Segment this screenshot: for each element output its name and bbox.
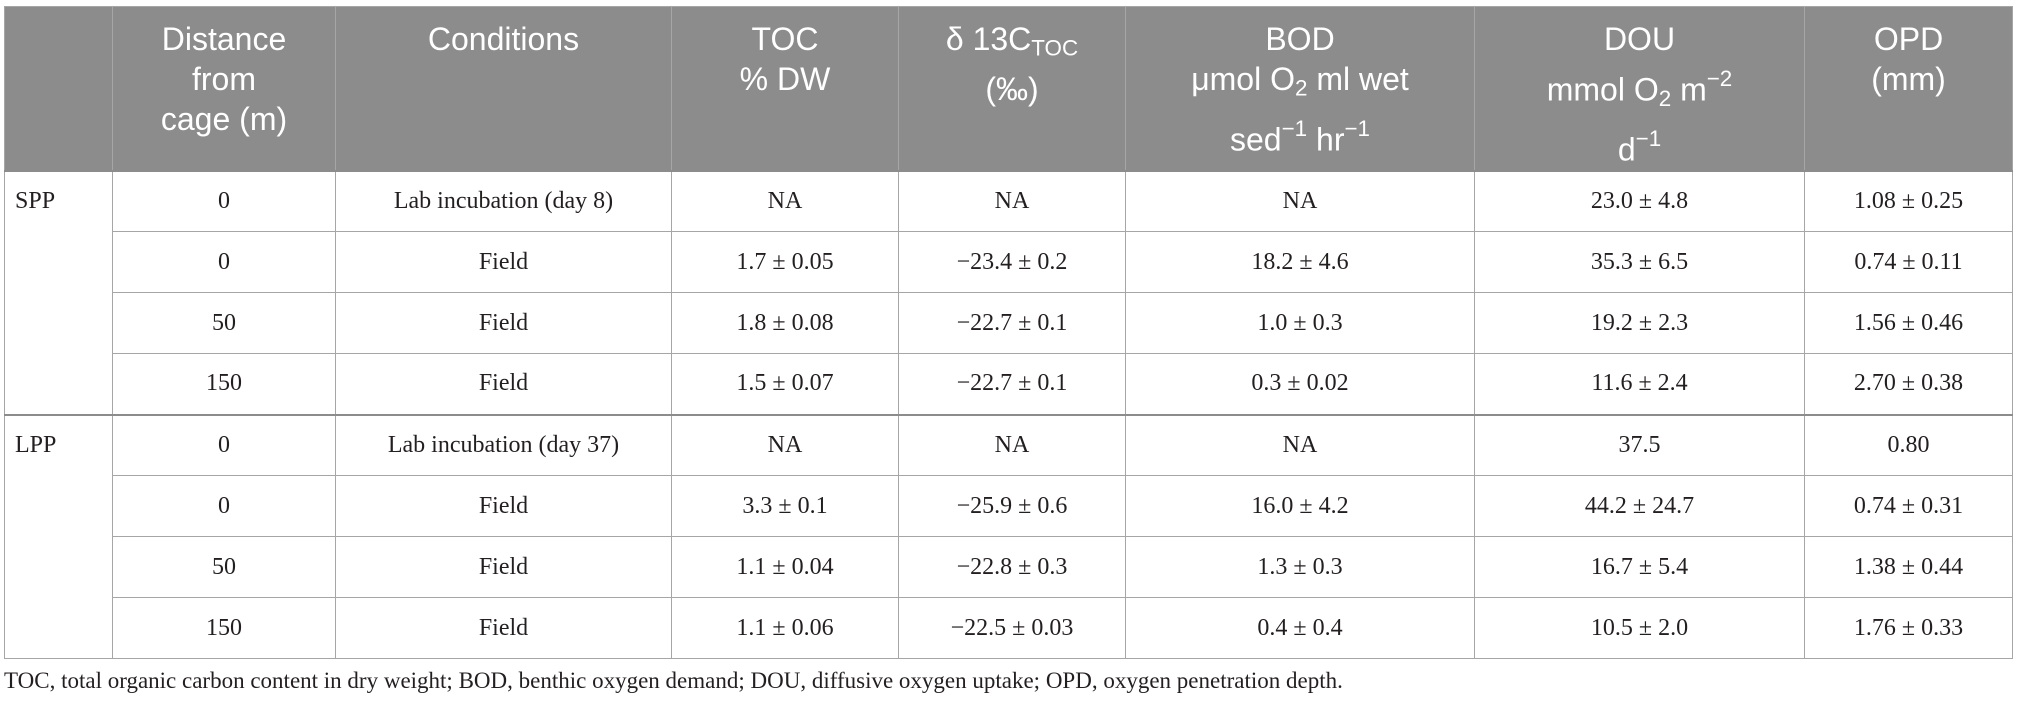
bod-cell: 1.0 ± 0.3 bbox=[1125, 292, 1475, 355]
toc-cell: 3.3 ± 0.1 bbox=[671, 475, 899, 538]
toc-cell: 1.1 ± 0.04 bbox=[671, 536, 899, 599]
opd-cell: 0.80 bbox=[1804, 413, 2013, 477]
table-row: SPP 0 Lab incubation (day 8) NA NA NA 23.0 ± 4… bbox=[4, 169, 2013, 416]
distance-cell: 150 bbox=[112, 353, 336, 416]
distance-cell: 150 bbox=[112, 597, 336, 660]
table-row: 50 Field 1.1 ± 0.04 −22.8 ± 0.3 1.3 ± 0.3 16.… bbox=[5, 536, 2013, 599]
opd-header: OPD (mm) bbox=[1804, 5, 2013, 172]
dou-cell: 23.0 ± 4.8 bbox=[1474, 169, 1805, 233]
toc-cell: 1.8 ± 0.08 bbox=[671, 292, 899, 355]
dou-cell: 44.2 ± 24.7 bbox=[1474, 475, 1805, 538]
opd-cell: 2.70 ± 0.38 bbox=[1804, 353, 2013, 416]
conditions-cell: Lab incubation (day 8) bbox=[335, 169, 672, 233]
bod-cell: 0.3 ± 0.02 bbox=[1125, 353, 1475, 416]
d13c-cell: −22.7 ± 0.1 bbox=[898, 353, 1126, 416]
distance-cell: 50 bbox=[112, 536, 336, 599]
toc-header: TOC% DW bbox=[671, 5, 899, 172]
table-footnote: TOC, total organic carbon content in dry… bbox=[4, 668, 1343, 693]
table-row: 50 Field 1.8 ± 0.08 −22.7 ± 0.1 1.0 ± 0.3 19.… bbox=[5, 292, 2013, 355]
bod-cell: NA bbox=[1125, 169, 1475, 233]
conditions-cell: Field bbox=[335, 231, 672, 294]
bod-cell: 18.2 ± 4.6 bbox=[1125, 231, 1475, 294]
conditions-cell: Field bbox=[335, 475, 672, 538]
table-row: 0 Field 1.7 ± 0.05 −23.4 ± 0.2 18.2 ± 4.6 35.… bbox=[5, 231, 2013, 294]
group-header bbox=[4, 5, 113, 172]
dou-cell: 10.5 ± 2.0 bbox=[1474, 597, 1805, 660]
group-label: SPP bbox=[4, 169, 113, 416]
group-label: LPP bbox=[4, 413, 113, 660]
dou-cell: 35.3 ± 6.5 bbox=[1474, 231, 1805, 294]
dou-cell: 37.5 bbox=[1474, 413, 1805, 477]
data-table-container: Distance from cage (m) Conditions TOC% DW δ 1… bbox=[4, 5, 2013, 660]
dou-header: DOU mmol O2 m−2 d−1 bbox=[1474, 5, 1805, 172]
bod-cell: 1.3 ± 0.3 bbox=[1125, 536, 1475, 599]
bod-cell: NA bbox=[1125, 413, 1475, 477]
d13c-cell: −25.9 ± 0.6 bbox=[898, 475, 1126, 538]
conditions-cell: Field bbox=[335, 353, 672, 416]
dou-cell: 11.6 ± 2.4 bbox=[1474, 353, 1805, 416]
d13c-cell: −22.5 ± 0.03 bbox=[898, 597, 1126, 660]
d13c-cell: −22.8 ± 0.3 bbox=[898, 536, 1126, 599]
toc-cell: 1.1 ± 0.06 bbox=[671, 597, 899, 660]
table-row: 0 Field 3.3 ± 0.1 −25.9 ± 0.6 16.0 ± 4.2 44.2… bbox=[5, 475, 2013, 538]
dou-cell: 16.7 ± 5.4 bbox=[1474, 536, 1805, 599]
table-row: 150 Field 1.1 ± 0.06 −22.5 ± 0.03 0.4 ± 0.4 1… bbox=[5, 597, 2013, 660]
conditions-cell: Field bbox=[335, 536, 672, 599]
dou-cell: 19.2 ± 2.3 bbox=[1474, 292, 1805, 355]
conditions-cell: Field bbox=[335, 597, 672, 660]
table-row: LPP 0 Lab incubation (day 37) NA NA NA 37.5 0.8… bbox=[4, 413, 2013, 660]
conditions-cell: Lab incubation (day 37) bbox=[335, 413, 672, 477]
data-table: Distance from cage (m) Conditions TOC% DW δ 1… bbox=[4, 5, 2013, 660]
conditions-cell: Field bbox=[335, 292, 672, 355]
distance-cell: 50 bbox=[112, 292, 336, 355]
bod-cell: 16.0 ± 4.2 bbox=[1125, 475, 1475, 538]
header-row: Distance from cage (m) Conditions TOC% DW δ 1… bbox=[4, 5, 2013, 172]
distance-cell: 0 bbox=[112, 169, 336, 233]
d13c-cell: NA bbox=[898, 169, 1126, 233]
opd-cell: 0.74 ± 0.11 bbox=[1804, 231, 2013, 294]
opd-cell: 1.08 ± 0.25 bbox=[1804, 169, 2013, 233]
distance-cell: 0 bbox=[112, 231, 336, 294]
bod-header: BOD μmol O2 ml wet sed−1 hr−1 bbox=[1125, 5, 1475, 172]
distance-header: Distance from cage (m) bbox=[112, 5, 336, 172]
toc-cell: NA bbox=[671, 413, 899, 477]
toc-cell: 1.7 ± 0.05 bbox=[671, 231, 899, 294]
toc-cell: NA bbox=[671, 169, 899, 233]
distance-cell: 0 bbox=[112, 475, 336, 538]
opd-cell: 1.56 ± 0.46 bbox=[1804, 292, 2013, 355]
table-header: Distance from cage (m) Conditions TOC% DW δ 1… bbox=[4, 5, 2013, 172]
d13c-cell: −22.7 ± 0.1 bbox=[898, 292, 1126, 355]
d13c-cell: NA bbox=[898, 413, 1126, 477]
d13c-cell: −23.4 ± 0.2 bbox=[898, 231, 1126, 294]
table-row: 150 Field 1.5 ± 0.07 −22.7 ± 0.1 0.3 ± 0.02 1… bbox=[5, 353, 2013, 416]
conditions-header: Conditions bbox=[335, 5, 672, 172]
opd-cell: 1.76 ± 0.33 bbox=[1804, 597, 2013, 660]
bod-cell: 0.4 ± 0.4 bbox=[1125, 597, 1475, 660]
table-body: SPP 0 Lab incubation (day 8) NA NA NA 23.0 ± 4… bbox=[4, 169, 2013, 660]
opd-cell: 1.38 ± 0.44 bbox=[1804, 536, 2013, 599]
toc-cell: 1.5 ± 0.07 bbox=[671, 353, 899, 416]
opd-cell: 0.74 ± 0.31 bbox=[1804, 475, 2013, 538]
d13c-header: δ 13CTOC (‰) bbox=[898, 5, 1126, 172]
distance-cell: 0 bbox=[112, 413, 336, 477]
